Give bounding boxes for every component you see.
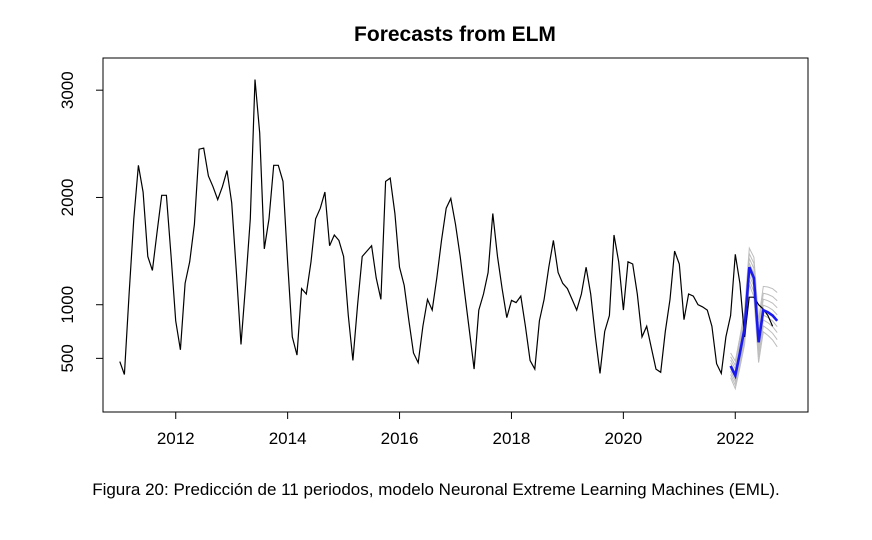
x-tick-label: 2018: [493, 429, 531, 448]
x-tick-label: 2016: [381, 429, 419, 448]
chart-title: Forecasts from ELM: [354, 23, 556, 46]
axes: 2012 2014 2016 2018 2020 2022 500 1000 2000 3000: [58, 71, 754, 448]
figure-caption: Figura 20: Predicción de 11 periodos, mo…: [92, 480, 780, 499]
plot-frame: [102, 57, 809, 413]
y-tick-label: 3000: [58, 71, 77, 109]
series-layer: [119, 79, 779, 380]
x-tick-label: 2022: [716, 429, 754, 448]
forecast-band-path: [730, 246, 778, 363]
y-tick-label: 500: [58, 344, 77, 372]
forecast-chart: Forecasts from ELM 2012 2014 2016 2018 2020 2…: [58, 23, 809, 448]
observed-series-line: [119, 79, 774, 376]
forecast-series-line: [729, 266, 779, 380]
x-tick-label: 2012: [157, 429, 195, 448]
x-tick-label: 2020: [604, 429, 642, 448]
y-tick-label: 2000: [58, 179, 77, 217]
x-tick-label: 2014: [269, 429, 307, 448]
y-tick-label: 1000: [58, 286, 77, 324]
